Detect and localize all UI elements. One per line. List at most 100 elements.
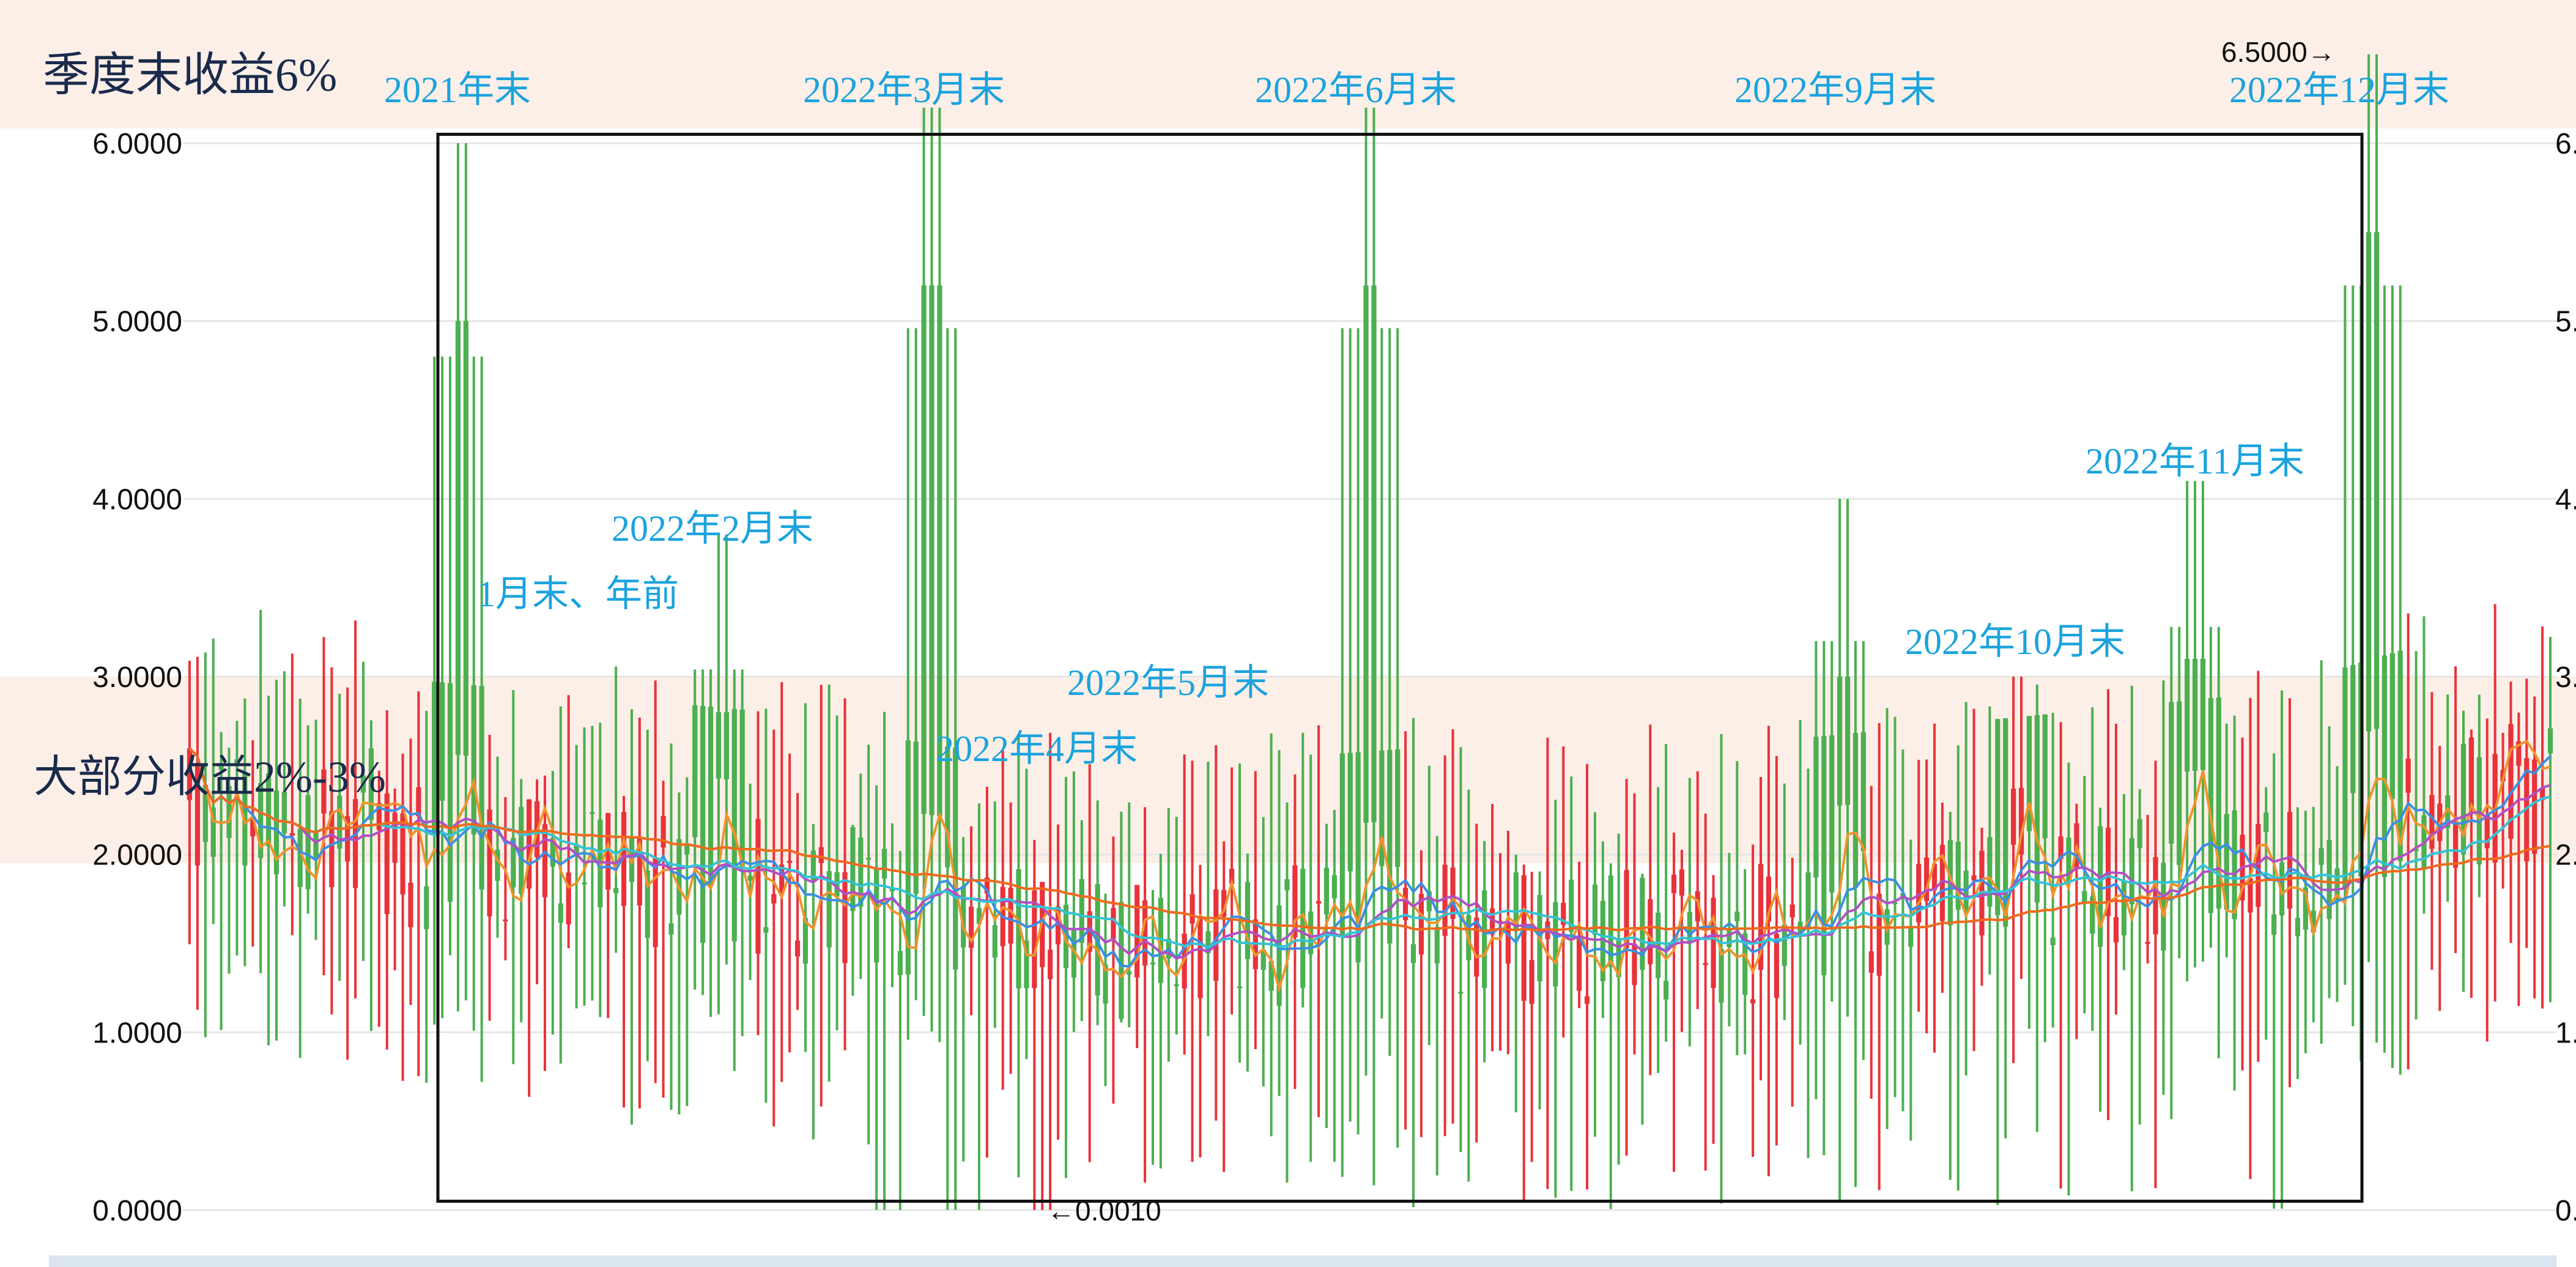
candle-body: [463, 321, 468, 756]
candle-body: [1766, 876, 1772, 922]
candle-body: [2319, 848, 2324, 865]
candle-body: [661, 816, 666, 848]
min-value-marker: ←0.0010: [1047, 1195, 1161, 1227]
candle-body: [360, 775, 366, 793]
candle-body: [2429, 795, 2435, 849]
candle-body: [2263, 812, 2269, 833]
candle-body: [2279, 862, 2285, 916]
annotation-2022-02: 2022年2月末: [612, 508, 813, 549]
candle-body: [1805, 872, 1811, 929]
candle-body: [1158, 897, 1164, 983]
candle-body: [1734, 912, 1740, 921]
candle-body: [2018, 787, 2024, 855]
candle-body: [739, 709, 745, 870]
candle-body: [2484, 814, 2490, 849]
candle-body: [1276, 905, 1282, 1006]
candle-body: [929, 285, 935, 816]
candle-body: [2042, 714, 2048, 839]
candle-body: [2098, 826, 2103, 947]
candle-body: [945, 746, 950, 868]
candle-body: [487, 809, 492, 916]
candle-body: [921, 285, 927, 814]
candle-body: [2413, 848, 2419, 852]
candle-body: [1860, 732, 1866, 852]
candle-body: [1482, 890, 1487, 988]
candle-body: [1434, 927, 1440, 964]
candle-body: [273, 790, 279, 874]
candle-body: [2145, 942, 2150, 944]
y-tick-label-right: 4.0000: [2555, 483, 2576, 516]
candle-body: [376, 803, 382, 830]
candle-body: [558, 903, 563, 923]
candle-body: [1260, 949, 1266, 970]
candle-body: [1418, 893, 1424, 955]
candle-body: [2232, 810, 2237, 920]
candle-body: [1410, 944, 1416, 964]
candle-body: [1087, 911, 1092, 952]
candle-body: [1221, 890, 1227, 917]
candle-body: [1924, 857, 1930, 901]
candle-body: [1561, 902, 1566, 925]
candle-body: [724, 712, 729, 779]
candle-body: [1513, 872, 1519, 930]
candle-body: [874, 868, 879, 963]
candle-body: [818, 847, 824, 863]
candle-body: [653, 857, 658, 948]
candle-body: [1387, 749, 1393, 944]
candle-body: [2177, 701, 2182, 865]
annotation-2022-12: 2022年12月末: [2229, 70, 2449, 110]
bottom-scrollbar-strip[interactable]: [49, 1255, 2556, 1267]
candle-body: [755, 819, 761, 954]
candle-body: [2287, 811, 2293, 909]
candle-body: [1474, 917, 1479, 977]
candle-body: [1197, 918, 1203, 998]
candle-body: [2405, 758, 2411, 793]
candle-body: [897, 951, 903, 975]
candle-body: [1648, 899, 1653, 965]
candle-body: [1174, 984, 1179, 986]
candle-body: [1048, 949, 1053, 979]
candle-body: [1079, 879, 1084, 943]
candle-body: [2468, 737, 2474, 810]
candle-body: [2460, 743, 2467, 855]
y-tick-label: 0.0000: [92, 1195, 182, 1227]
candle-body: [1450, 868, 1456, 920]
candle-body: [1987, 837, 1993, 907]
candle-body: [731, 708, 737, 942]
candle-body: [2445, 795, 2451, 828]
candle-body: [1339, 753, 1345, 937]
candle-body: [281, 792, 287, 833]
candle-body: [1347, 752, 1353, 872]
candle-body: [1671, 874, 1677, 894]
candle-body: [1845, 677, 1851, 805]
candle-body: [1616, 938, 1621, 978]
candle-body: [2153, 856, 2158, 935]
candle-body: [313, 830, 319, 860]
candle-body: [1711, 897, 1716, 988]
candle-body: [1971, 875, 1977, 881]
candle-body: [1426, 891, 1432, 912]
candle-body: [2090, 896, 2095, 934]
candle-body: [842, 872, 848, 964]
candle-body: [1742, 933, 1748, 995]
y-tick-label: 3.0000: [92, 661, 182, 694]
annotation-2022-01: 1月末、年前: [477, 574, 679, 614]
candle-body: [1837, 677, 1843, 806]
candle-body: [2271, 914, 2277, 935]
candle-body: [976, 908, 982, 924]
y-tick-label-right: 2.0000: [2555, 839, 2576, 872]
candle-body: [2508, 724, 2514, 839]
candle-body: [1063, 904, 1069, 968]
candle-body: [2082, 891, 2087, 903]
candle-body: [1071, 929, 1077, 978]
candle-body: [1016, 869, 1021, 989]
candle-body: [1727, 930, 1732, 948]
candle-body: [2374, 232, 2380, 729]
candle-body: [684, 843, 690, 855]
candle-body: [384, 793, 390, 915]
candle-body: [692, 705, 698, 838]
candle-body: [471, 685, 476, 835]
candle-body: [1363, 285, 1369, 823]
candle-body: [1576, 938, 1582, 991]
